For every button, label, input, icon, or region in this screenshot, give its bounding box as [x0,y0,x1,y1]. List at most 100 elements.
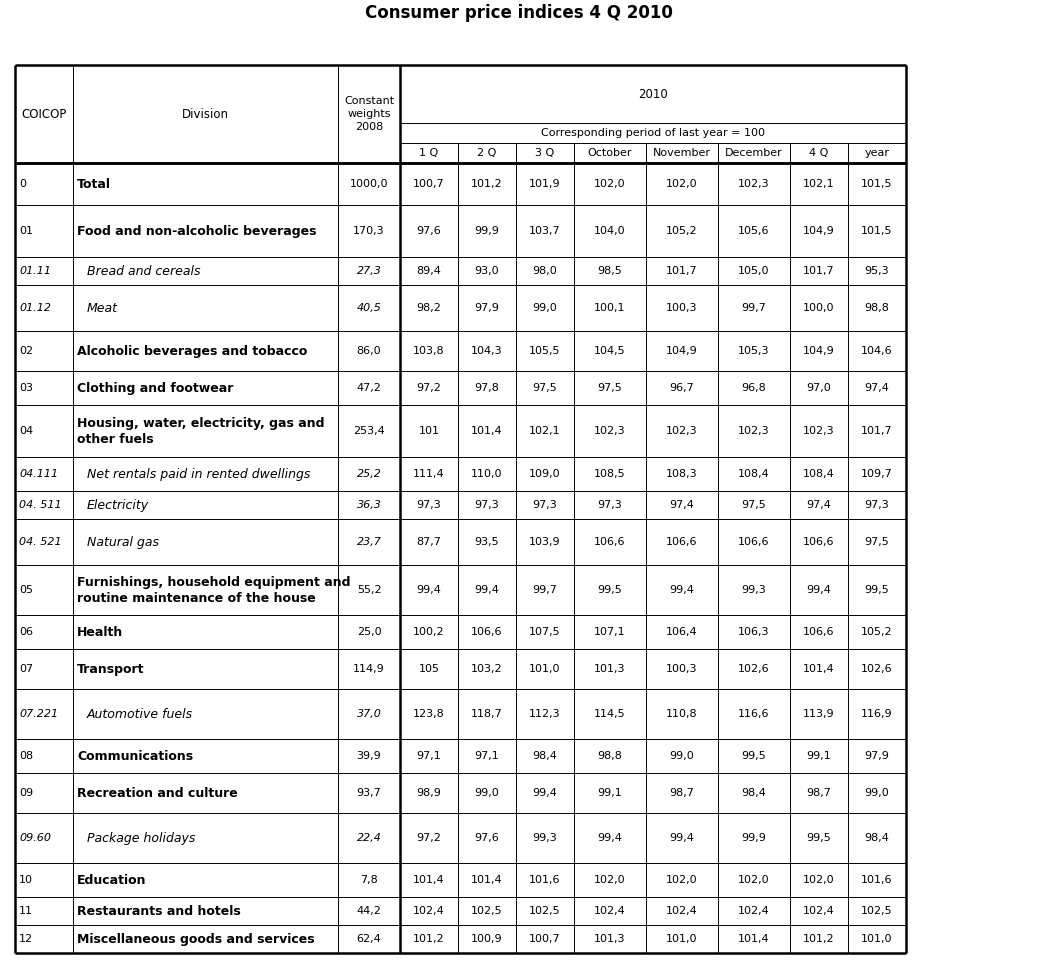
Text: 109,0: 109,0 [529,469,561,479]
Text: 03: 03 [19,383,33,393]
Text: 04. 511: 04. 511 [19,500,61,510]
Text: Natural gas: Natural gas [87,535,159,549]
Text: 253,4: 253,4 [354,426,385,436]
Text: 97,5: 97,5 [741,500,766,510]
Text: 103,9: 103,9 [529,537,561,547]
Text: 102,4: 102,4 [594,906,626,916]
Text: 101,4: 101,4 [738,934,769,944]
Text: 07: 07 [19,664,33,674]
Text: 113,9: 113,9 [804,709,835,719]
Text: 102,6: 102,6 [738,664,769,674]
Text: 123,8: 123,8 [413,709,445,719]
Text: 02: 02 [19,346,33,356]
Text: Clothing and footwear: Clothing and footwear [77,381,233,395]
Text: 114,9: 114,9 [354,664,385,674]
Text: 97,3: 97,3 [417,500,442,510]
Text: 101,4: 101,4 [471,426,503,436]
Text: 108,3: 108,3 [666,469,698,479]
Text: 101,4: 101,4 [804,664,835,674]
Text: 55,2: 55,2 [357,585,382,595]
Text: 106,6: 106,6 [471,627,503,637]
Text: 23,7: 23,7 [357,537,382,547]
Text: 99,4: 99,4 [807,585,832,595]
Text: Corresponding period of last year = 100: Corresponding period of last year = 100 [541,128,765,138]
Text: 101: 101 [419,426,440,436]
Text: 105,5: 105,5 [529,346,561,356]
Text: 93,7: 93,7 [357,788,382,798]
Text: 102,5: 102,5 [529,906,561,916]
Text: 102,0: 102,0 [666,179,698,189]
Text: 102,0: 102,0 [738,875,769,885]
Text: 101,5: 101,5 [862,179,893,189]
Text: 101,2: 101,2 [804,934,835,944]
Text: 99,9: 99,9 [741,833,766,843]
Text: 96,7: 96,7 [670,383,695,393]
Text: 106,4: 106,4 [666,627,698,637]
Text: 102,4: 102,4 [666,906,698,916]
Text: 08: 08 [19,751,33,761]
Text: Transport: Transport [77,663,144,675]
Text: 97,3: 97,3 [597,500,622,510]
Text: 98,8: 98,8 [597,751,622,761]
Text: 100,9: 100,9 [471,934,503,944]
Text: 97,5: 97,5 [865,537,890,547]
Text: 39,9: 39,9 [357,751,382,761]
Text: Division: Division [183,108,229,120]
Text: 7,8: 7,8 [360,875,377,885]
Text: Restaurants and hotels: Restaurants and hotels [77,904,241,918]
Text: 102,3: 102,3 [738,426,769,436]
Text: 112,3: 112,3 [529,709,561,719]
Text: 110,0: 110,0 [471,469,503,479]
Text: 99,7: 99,7 [533,585,558,595]
Text: 01.11: 01.11 [19,266,51,276]
Text: 100,3: 100,3 [666,303,698,313]
Text: 04.111: 04.111 [19,469,58,479]
Text: 105: 105 [419,664,440,674]
Text: Furnishings, household equipment and
routine maintenance of the house: Furnishings, household equipment and rou… [77,576,351,605]
Text: 103,8: 103,8 [413,346,445,356]
Text: 101,4: 101,4 [471,875,503,885]
Text: 98,7: 98,7 [670,788,695,798]
Text: 98,5: 98,5 [597,266,622,276]
Text: 97,0: 97,0 [807,383,832,393]
Text: 107,5: 107,5 [529,627,561,637]
Text: 104,3: 104,3 [471,346,503,356]
Text: 99,1: 99,1 [807,751,832,761]
Text: 101,0: 101,0 [862,934,893,944]
Text: 98,2: 98,2 [417,303,442,313]
Text: 97,6: 97,6 [417,226,442,236]
Text: 44,2: 44,2 [357,906,382,916]
Text: 104,9: 104,9 [666,346,698,356]
Text: 100,1: 100,1 [594,303,625,313]
Text: 106,6: 106,6 [804,627,835,637]
Text: 97,9: 97,9 [475,303,500,313]
Text: 98,7: 98,7 [807,788,832,798]
Text: 98,4: 98,4 [741,788,766,798]
Text: 108,4: 108,4 [738,469,769,479]
Text: Health: Health [77,626,123,638]
Text: 97,4: 97,4 [865,383,890,393]
Text: 99,4: 99,4 [670,585,695,595]
Text: November: November [653,148,711,158]
Text: Alcoholic beverages and tobacco: Alcoholic beverages and tobacco [77,345,307,357]
Text: 114,5: 114,5 [594,709,625,719]
Text: 97,2: 97,2 [417,833,442,843]
Text: 10: 10 [19,875,33,885]
Text: 09: 09 [19,788,33,798]
Text: 105,3: 105,3 [738,346,769,356]
Text: 97,9: 97,9 [865,751,890,761]
Text: Total: Total [77,177,111,191]
Text: 102,0: 102,0 [594,875,625,885]
Text: 09.60: 09.60 [19,833,51,843]
Text: 102,3: 102,3 [666,426,698,436]
Text: 97,3: 97,3 [533,500,557,510]
Text: 89,4: 89,4 [417,266,442,276]
Text: 97,3: 97,3 [475,500,500,510]
Text: Meat: Meat [87,301,118,315]
Text: 102,5: 102,5 [861,906,893,916]
Text: 101,3: 101,3 [594,664,625,674]
Text: 99,5: 99,5 [597,585,622,595]
Text: 1000,0: 1000,0 [349,179,388,189]
Text: 116,6: 116,6 [738,709,769,719]
Text: 102,1: 102,1 [529,426,561,436]
